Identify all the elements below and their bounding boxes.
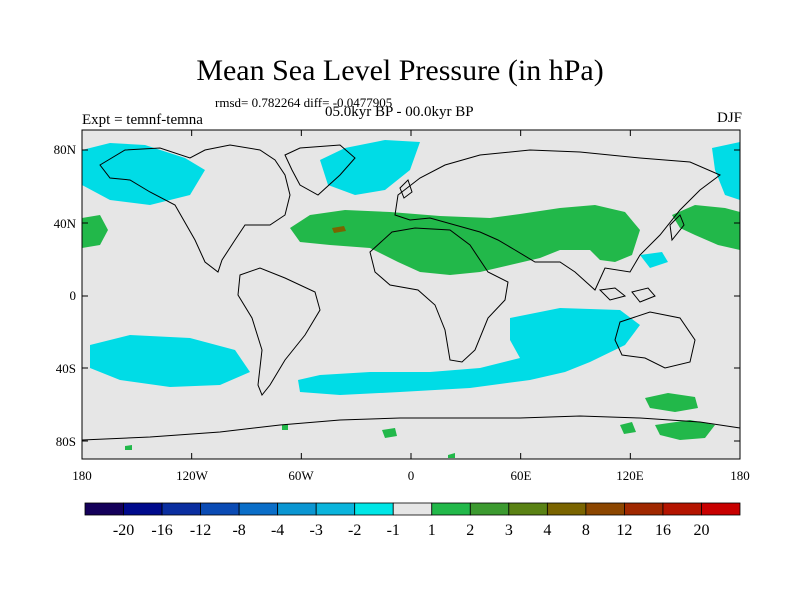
lat-label-40s: 40S	[56, 361, 76, 376]
lat-label-40n: 40N	[54, 216, 77, 231]
experiment-label: Expt = temnf-temna	[82, 112, 203, 128]
colorbar-label: 8	[582, 522, 590, 539]
colorbar-label: 1	[428, 522, 436, 539]
lon-label-0: 0	[408, 468, 415, 483]
colorbar-label: 12	[616, 522, 632, 539]
colorbar-labels: -20 -16 -12 -8 -4 -3 -2 -1 1 2 3 4 8 12 16 20	[113, 522, 710, 539]
colorbar-swatch	[662, 502, 702, 516]
colorbar-swatch	[238, 502, 279, 516]
colorbar-label: 16	[655, 522, 671, 539]
period-label: 05.0kyr BP - 00.0kyr BP	[325, 104, 474, 120]
latitude-labels: 80N 40N 0 40S 80S	[54, 142, 77, 449]
season-label: DJF	[716, 110, 742, 126]
stats-line: rmsd= 0.782264 diff= -0.0477905	[215, 95, 393, 110]
colorbar-label: -2	[348, 522, 361, 539]
positive-anomaly-regions	[82, 205, 740, 458]
colorbar-swatch	[277, 502, 317, 516]
colorbar-label: -8	[232, 522, 245, 539]
colorbar-label: -4	[271, 522, 284, 539]
colorbar-swatch	[123, 502, 163, 516]
colorbar-label: 2	[466, 522, 474, 539]
lon-label-120w: 120W	[176, 468, 209, 483]
colorbar-swatch	[469, 502, 510, 516]
longitude-labels: 180 120W 60W 0 60E 120E 180	[72, 468, 750, 483]
lat-label-80s: 80S	[56, 434, 76, 449]
strong-positive-spot	[332, 226, 346, 233]
colorbar-label: -12	[190, 522, 211, 539]
colorbar-swatch	[161, 502, 201, 516]
map-panel	[81, 129, 741, 460]
map-title: Mean Sea Level Pressure (in hPa)	[196, 54, 604, 87]
lon-label-60e: 60E	[511, 468, 532, 483]
colorbar-label: -20	[113, 522, 134, 539]
lon-label-180e: 180	[730, 468, 750, 483]
axis-ticks	[81, 130, 741, 459]
colorbar-swatch	[431, 502, 471, 516]
lon-label-180w: 180	[72, 468, 92, 483]
lat-label-0: 0	[70, 288, 77, 303]
lat-label-80n: 80N	[54, 142, 77, 157]
colorbar-label: 3	[505, 522, 513, 539]
colorbar-swatch	[624, 502, 664, 516]
lon-label-60w: 60W	[288, 468, 314, 483]
colorbar-label: -1	[387, 522, 400, 539]
colorbar-swatch	[84, 502, 124, 516]
coastlines	[81, 144, 741, 441]
colorbar-swatch	[585, 502, 625, 516]
colorbar-swatch	[315, 502, 356, 516]
colorbar-label: -16	[151, 522, 172, 539]
colorbar-swatch	[354, 502, 394, 516]
colorbar-label: -3	[310, 522, 323, 539]
colorbar-label: 20	[693, 522, 709, 539]
lon-label-120e: 120E	[616, 468, 644, 483]
colorbar-swatch	[508, 502, 548, 516]
colorbar-swatch	[392, 502, 433, 516]
colorbar	[84, 502, 741, 516]
colorbar-swatch	[200, 502, 240, 516]
colorbar-label: 4	[543, 522, 551, 539]
colorbar-swatch	[701, 502, 741, 516]
colorbar-swatch	[546, 502, 587, 516]
